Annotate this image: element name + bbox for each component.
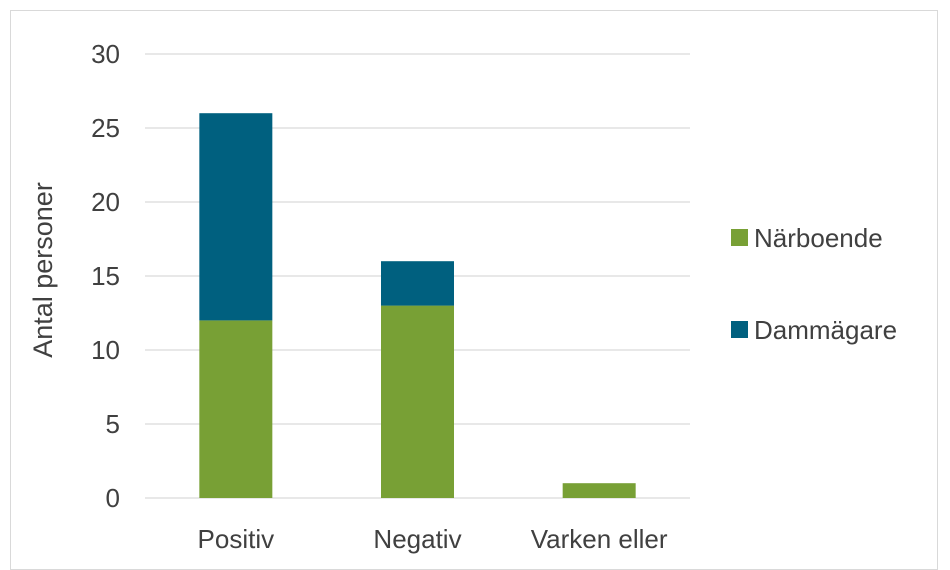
legend-swatch — [731, 229, 748, 246]
bar-segment — [199, 113, 273, 321]
bar-segment — [381, 305, 454, 498]
legend-label: Dammägare — [754, 315, 897, 345]
chart-frame — [10, 10, 938, 570]
y-tick-label: 5 — [106, 409, 120, 439]
y-tick-label: 15 — [91, 261, 120, 291]
bars — [199, 113, 636, 498]
legend-label: Närboende — [754, 223, 883, 253]
x-tick-label: Varken eller — [531, 524, 668, 554]
y-tick-label: 10 — [91, 335, 120, 365]
y-tick-labels: 0 5 10 15 20 25 30 — [91, 39, 120, 513]
bar-segment — [381, 261, 454, 306]
x-tick-label: Negativ — [373, 524, 461, 554]
legend-swatch — [731, 321, 748, 338]
y-tick-label: 0 — [106, 483, 120, 513]
y-tick-label: 20 — [91, 187, 120, 217]
y-tick-label: 25 — [91, 113, 120, 143]
bar-segment — [562, 483, 636, 498]
bar-segment — [199, 320, 273, 498]
x-tick-labels: Positiv Negativ Varken eller — [198, 524, 668, 554]
x-tick-label: Positiv — [198, 524, 275, 554]
legend: Närboende Dammägare — [731, 223, 897, 345]
y-axis-title: Antal personer — [28, 182, 58, 358]
y-tick-label: 30 — [91, 39, 120, 69]
